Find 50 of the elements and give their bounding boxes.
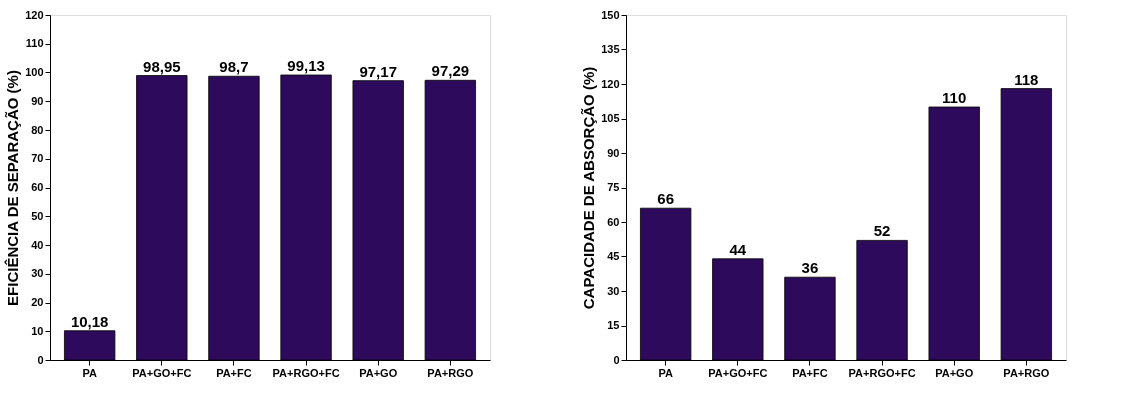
- data-label: 10,18: [70, 312, 109, 330]
- data-label: 99,13: [287, 57, 325, 74]
- data-label: 44: [729, 240, 747, 258]
- y-tick-label: 70: [31, 152, 44, 165]
- y-tick-label: 10: [31, 324, 44, 337]
- y-tick-label: 0: [613, 353, 620, 366]
- y-tick-label: 90: [31, 94, 44, 107]
- x-tick-label: PA+RGO+FC: [272, 366, 340, 379]
- y-tick-label: 75: [607, 181, 620, 193]
- y-tick-label: 40: [31, 238, 44, 251]
- data-label: 97,29: [431, 62, 470, 80]
- y-tick-label: 135: [601, 43, 620, 55]
- y-tick-label: 120: [25, 8, 44, 21]
- y-tick-label: 60: [607, 215, 620, 228]
- data-label: 66: [657, 190, 675, 208]
- y-tick-label: 0: [37, 353, 44, 366]
- y-tick-label: 80: [31, 123, 44, 136]
- x-tick-label: PA+GO: [359, 366, 398, 379]
- data-label: 36: [801, 259, 819, 277]
- x-tick-label: PA: [82, 366, 97, 379]
- y-tick-label: 150: [601, 8, 620, 21]
- data-label: 98,7: [219, 58, 249, 76]
- y-tick-label: 30: [607, 284, 620, 297]
- y-tick-label: 90: [607, 146, 620, 159]
- x-tick-label: PA+GO+FC: [132, 366, 192, 379]
- y-tick-label: 105: [601, 112, 620, 124]
- y-tick-label: 20: [31, 296, 44, 308]
- y-tick-label: 100: [25, 66, 44, 78]
- y-tick-label: 60: [31, 181, 44, 193]
- y-tick-label: 50: [31, 209, 44, 222]
- x-tick-label: PA+RGO+FC: [848, 366, 916, 379]
- x-tick-label: PA: [658, 366, 673, 379]
- y-tick-label: 120: [601, 77, 620, 90]
- x-tick-label: PA+GO+FC: [708, 366, 768, 379]
- x-tick-label: PA+RGO: [427, 366, 474, 379]
- x-tick-label: PA+FC: [216, 366, 252, 379]
- y-axis-title: EFICIÊNCIA DE SEPARAÇÃO (%): [4, 70, 22, 306]
- y-tick-label: 15: [607, 319, 620, 331]
- data-label: 98,95: [143, 57, 181, 75]
- y-axis-title: CAPACIDADE DE ABSORÇÃO (%): [580, 66, 598, 310]
- data-label: 52: [873, 222, 891, 240]
- x-tick-label: PA+GO: [935, 366, 974, 379]
- y-tick-label: 110: [25, 37, 44, 50]
- data-label: 118: [1014, 70, 1039, 88]
- x-tick-label: PA+RGO: [1003, 366, 1050, 379]
- data-label: 110: [942, 89, 967, 106]
- y-tick-label: 30: [31, 267, 44, 280]
- data-label: 97,17: [359, 62, 397, 80]
- y-tick-label: 45: [607, 250, 620, 262]
- x-tick-label: PA+FC: [792, 366, 828, 379]
